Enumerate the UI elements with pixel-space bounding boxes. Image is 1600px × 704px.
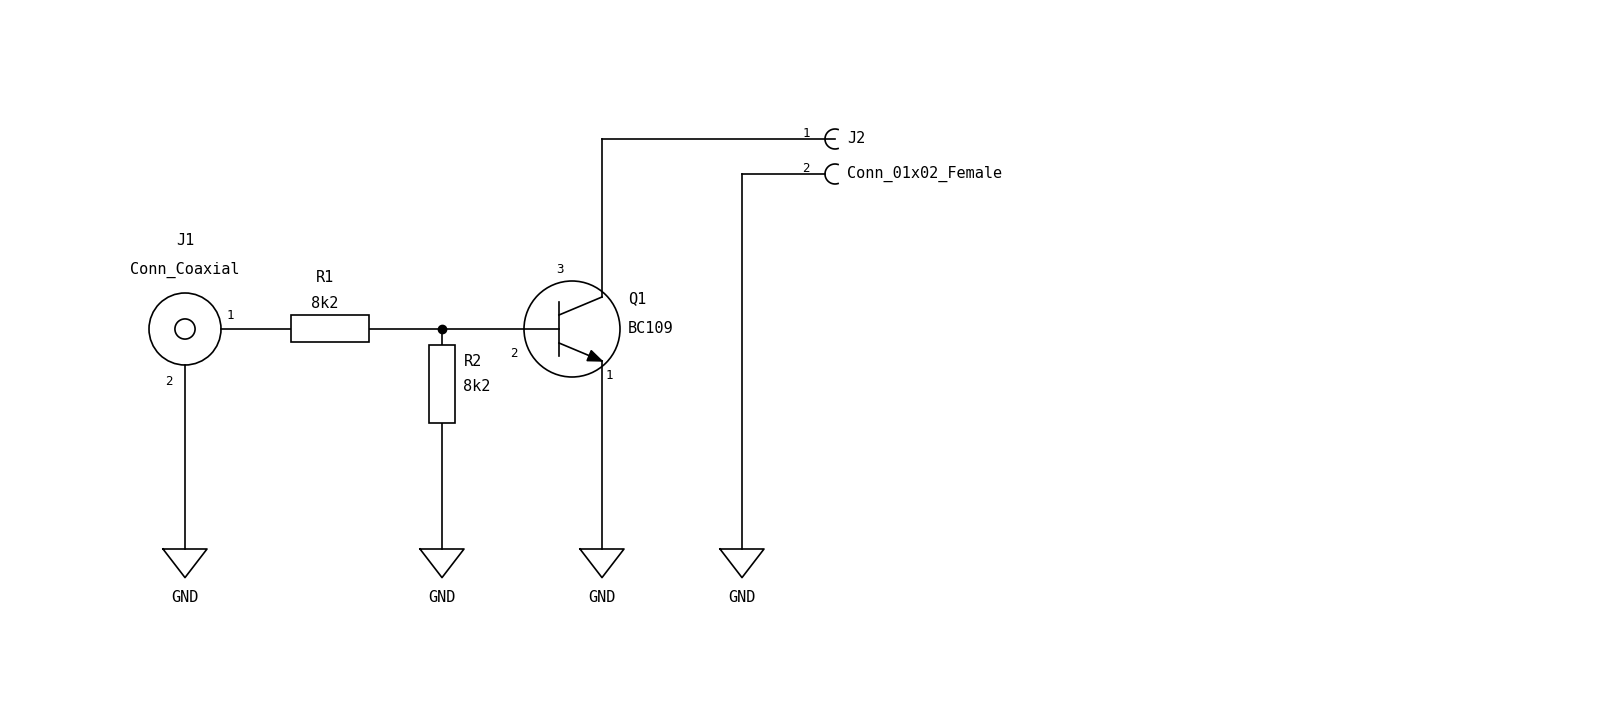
Text: GND: GND [171, 589, 198, 605]
Text: GND: GND [728, 589, 755, 605]
Text: Conn_01x02_Female: Conn_01x02_Female [846, 166, 1002, 182]
Text: 8k2: 8k2 [464, 379, 491, 394]
Text: 2: 2 [165, 375, 173, 388]
Text: 1: 1 [606, 369, 613, 382]
Text: GND: GND [589, 589, 616, 605]
Text: 3: 3 [557, 263, 563, 276]
Text: BC109: BC109 [627, 322, 674, 337]
Text: Q1: Q1 [627, 291, 646, 306]
Text: R2: R2 [464, 354, 482, 369]
Text: GND: GND [429, 589, 456, 605]
Text: Conn_Coaxial: Conn_Coaxial [130, 262, 240, 278]
Text: J2: J2 [846, 132, 866, 146]
Text: J1: J1 [176, 233, 194, 248]
Text: 1: 1 [227, 309, 235, 322]
Bar [429, 345, 456, 423]
Text: 2: 2 [803, 163, 810, 175]
Bar [291, 315, 370, 343]
Text: 2: 2 [510, 347, 518, 360]
Text: 1: 1 [803, 127, 810, 141]
Polygon shape [587, 351, 602, 361]
Text: R1: R1 [315, 270, 334, 286]
Text: 8k2: 8k2 [312, 296, 339, 310]
